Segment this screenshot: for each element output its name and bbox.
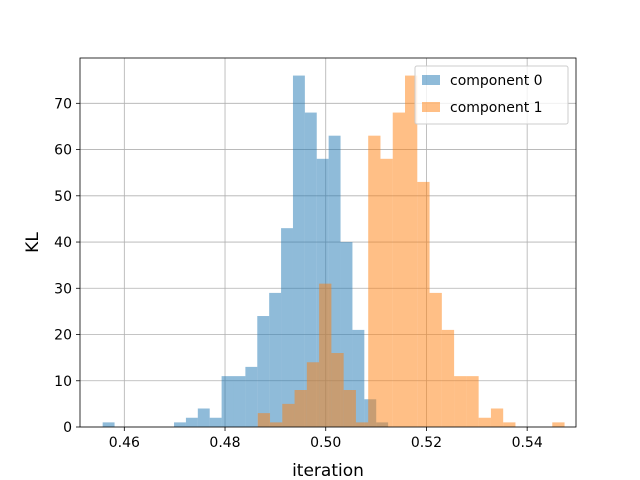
histogram-bar [343, 390, 356, 427]
histogram-bar [380, 158, 393, 427]
histogram-bar [197, 408, 210, 427]
legend-swatch-component-0 [422, 75, 440, 85]
histogram-bar [269, 292, 282, 427]
y-tick-label: 50 [54, 189, 72, 205]
x-tick-label: 0.48 [209, 435, 240, 451]
histogram-bar [294, 390, 307, 427]
histogram-bar [340, 242, 353, 427]
histogram-bar [306, 362, 320, 427]
histogram-bar [102, 422, 115, 427]
legend-label-component-1: component 1 [450, 100, 543, 116]
y-tick-label: 60 [54, 143, 72, 159]
histogram-bar [429, 292, 442, 427]
histogram-bar [257, 316, 270, 427]
histogram-bar [392, 112, 406, 428]
histogram-bar [355, 422, 369, 427]
x-tick-label: 0.46 [109, 435, 140, 451]
histogram-bar [441, 329, 455, 427]
x-axis-label: iteration [292, 461, 364, 480]
x-tick-label: 0.52 [411, 435, 442, 451]
x-tick-label: 0.50 [310, 435, 341, 451]
histogram-bar [328, 135, 341, 427]
histogram-bar [257, 413, 271, 427]
histogram-bars [102, 75, 565, 428]
y-tick-label: 0 [63, 420, 72, 436]
histogram-bar [174, 422, 186, 427]
legend-box [414, 65, 569, 125]
histogram-bar [221, 376, 234, 427]
histogram-bar [281, 228, 293, 427]
histogram-bar [331, 353, 344, 427]
y-tick-label: 40 [54, 235, 72, 251]
histogram-bar [233, 376, 246, 427]
histogram-bar [552, 422, 565, 427]
y-tick-label: 10 [54, 374, 72, 390]
histogram-bar [292, 75, 305, 428]
histogram-bar [209, 417, 222, 427]
series-component-1 [257, 75, 565, 428]
histogram-bar [417, 181, 430, 427]
histogram-bar [405, 75, 418, 428]
histogram-bar [304, 112, 317, 428]
y-tick-label: 20 [54, 328, 72, 344]
x-tick-label: 0.54 [512, 435, 543, 451]
plot-frame [79, 57, 577, 428]
histogram-bar [368, 135, 381, 427]
histogram-bar [454, 376, 467, 427]
histogram-bar [490, 408, 504, 427]
histogram-bar [466, 376, 479, 427]
axis-ticks: 0.46 0.48 0.50 0.52 0.54 0 10 20 30 40 50 60 70 [54, 96, 543, 451]
legend-label-component-0: component 0 [450, 73, 543, 89]
histogram-bar [185, 417, 198, 427]
histogram-bar [503, 422, 516, 427]
histogram-bar [245, 366, 258, 427]
y-axis-label: KL [23, 232, 43, 253]
histogram-bar [270, 422, 283, 427]
histogram-bar [282, 403, 295, 427]
histogram-bar [352, 329, 365, 427]
y-tick-label: 70 [54, 96, 72, 112]
histogram-bar [319, 283, 332, 427]
histogram-bar [478, 417, 491, 427]
legend: component 0 component 1 [414, 65, 569, 125]
y-tick-label: 30 [54, 281, 72, 297]
legend-swatch-component-1 [422, 102, 440, 112]
